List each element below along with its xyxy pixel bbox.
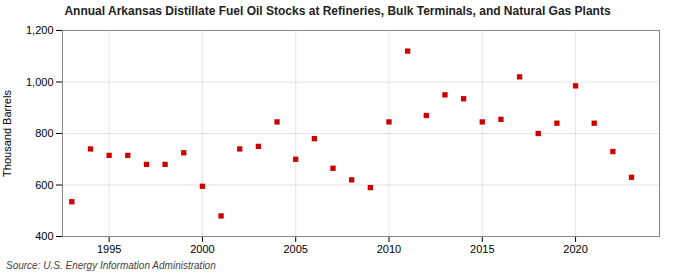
svg-text:800: 800 — [35, 127, 53, 139]
svg-text:2010: 2010 — [377, 243, 401, 255]
svg-text:Thousand Barrels: Thousand Barrels — [1, 90, 13, 177]
html-text:Annual Arkansas Distillate Fue: Annual Arkansas Distillate Fuel Oil Stoc… — [64, 4, 611, 18]
html-text:Source: U.S. Energy Informatio: Source: U.S. Energy Information Administ… — [6, 260, 216, 271]
svg-text:1,200: 1,200 — [26, 24, 54, 36]
svg-text:1,000: 1,000 — [26, 76, 54, 88]
svg-text:1995: 1995 — [97, 243, 121, 255]
svg-text:600: 600 — [35, 179, 53, 191]
svg-text:2020: 2020 — [563, 243, 587, 255]
svg-text:2000: 2000 — [190, 243, 214, 255]
svg-text:400: 400 — [35, 230, 53, 242]
svg-text:2015: 2015 — [470, 243, 494, 255]
svg-text:2005: 2005 — [283, 243, 307, 255]
